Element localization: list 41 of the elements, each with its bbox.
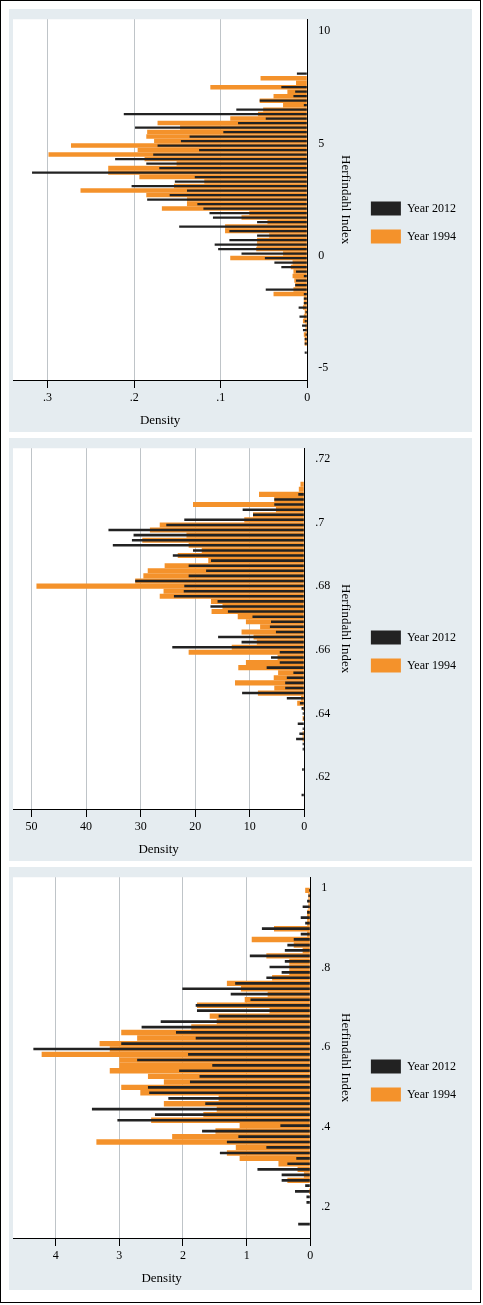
y-tick-label: .7	[315, 514, 325, 529]
y-axis-title: Herfindahl Index	[338, 1013, 354, 1103]
x-tick-label: 50	[25, 819, 38, 834]
y-tick-label: .72	[315, 450, 331, 465]
x-axis-title: Density	[138, 840, 180, 856]
y-tick-label: .68	[315, 578, 331, 593]
y-tick-label: .62	[315, 769, 331, 784]
x-tick-label: 10	[243, 819, 256, 834]
x-tick-label: 20	[189, 819, 202, 834]
x-tick-label: .2	[129, 390, 139, 405]
legend-label: Year 2012	[406, 200, 457, 215]
x-tick-label: 3	[116, 1248, 123, 1263]
x-tick-label: 4	[52, 1248, 59, 1263]
x-tick-label: .3	[43, 390, 53, 405]
x-tick-label: 1	[243, 1248, 250, 1263]
y-tick-label: -5	[318, 360, 329, 375]
y-tick-label: 5	[318, 135, 325, 150]
y-tick-label: .66	[315, 641, 331, 656]
y-tick-label: .2	[321, 1199, 331, 1214]
x-tick-label: 2	[179, 1248, 186, 1263]
x-axis-title: Density	[139, 411, 181, 427]
x-tick-label: .1	[216, 390, 226, 405]
legend-label: Year 2012	[406, 629, 457, 644]
legend-label: Year 1994	[406, 657, 457, 672]
y-tick-label: 0	[318, 247, 325, 262]
y-axis-title: Herfindahl Index	[338, 155, 354, 245]
x-axis-title: Density	[141, 1269, 183, 1285]
legend-label: Year 1994	[406, 228, 457, 243]
legend-label: Year 1994	[406, 1086, 457, 1101]
y-tick-label: .6	[321, 1039, 331, 1054]
y-tick-label: 1	[321, 879, 328, 894]
y-tick-label: 10	[318, 23, 331, 38]
x-tick-label: 40	[80, 819, 93, 834]
x-tick-label: 0	[304, 390, 311, 405]
y-tick-label: .8	[321, 959, 331, 974]
x-tick-label: 30	[134, 819, 147, 834]
y-tick-label: .64	[315, 705, 331, 720]
y-axis-title: Herfindahl Index	[338, 584, 354, 674]
x-tick-label: 0	[301, 819, 308, 834]
legend-label: Year 2012	[406, 1058, 457, 1073]
y-tick-label: .4	[321, 1119, 331, 1134]
